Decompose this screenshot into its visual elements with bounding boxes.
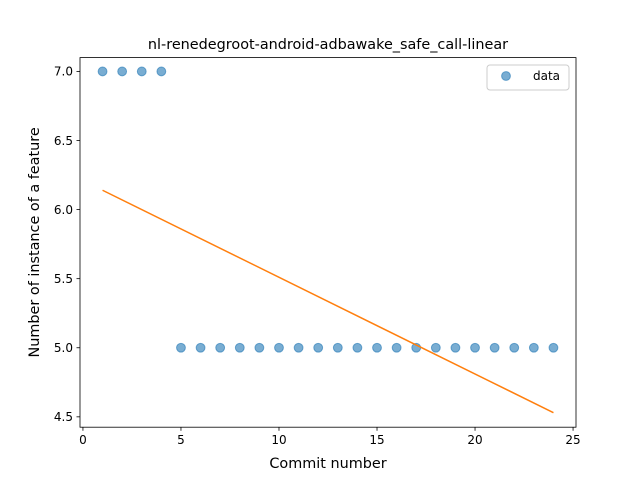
data-point [509, 342, 520, 353]
x-tick-label: 20 [467, 433, 482, 447]
data-point [548, 342, 559, 353]
legend-label-data: data [533, 69, 560, 83]
data-point [470, 342, 480, 353]
x-tick-label: 0 [79, 433, 87, 447]
y-axis-label: Number of instance of a feature [27, 127, 43, 357]
y-tick-label: 6.0 [54, 203, 73, 217]
chart-title: nl-renedegroot-android-adbawake_safe_cal… [148, 37, 508, 53]
fit-line [102, 189, 554, 414]
legend-box [486, 64, 570, 91]
data-point [528, 342, 539, 353]
data-point [352, 342, 363, 353]
data-point [450, 342, 461, 353]
data-point [254, 342, 265, 353]
data-point [215, 342, 226, 353]
y-tick-label: 5.5 [54, 272, 73, 286]
y-tick-label: 7.0 [54, 65, 73, 79]
y-tick-label: 4.5 [54, 410, 73, 424]
data-point [234, 342, 245, 353]
x-axis-label: Commit number [269, 456, 386, 472]
y-axis: 4.5 5.0 5.5 6.0 6.5 7.0 [54, 65, 80, 424]
x-axis: 0 5 10 15 20 25 [79, 427, 581, 447]
data-point [117, 66, 128, 77]
data-point [156, 66, 167, 77]
data-point [274, 342, 284, 353]
axes-frame [79, 57, 577, 428]
y-tick-label: 6.5 [54, 134, 73, 148]
data-point [97, 66, 108, 77]
data-point [293, 342, 304, 353]
data-point [313, 342, 324, 353]
data-point [430, 342, 441, 353]
data-point [136, 66, 147, 77]
data-point [391, 342, 402, 353]
data-point [195, 342, 206, 353]
x-tick-label: 25 [565, 433, 580, 447]
x-tick-label: 15 [369, 433, 384, 447]
data-point [372, 342, 382, 353]
plot-area [97, 66, 559, 414]
legend: data [486, 64, 570, 91]
data-point [332, 342, 343, 353]
y-tick-label: 5.0 [54, 341, 73, 355]
x-tick-label: 5 [177, 433, 185, 447]
legend-marker [501, 71, 511, 81]
data-point [489, 342, 500, 353]
x-tick-label: 10 [271, 433, 286, 447]
data-point [176, 342, 186, 353]
